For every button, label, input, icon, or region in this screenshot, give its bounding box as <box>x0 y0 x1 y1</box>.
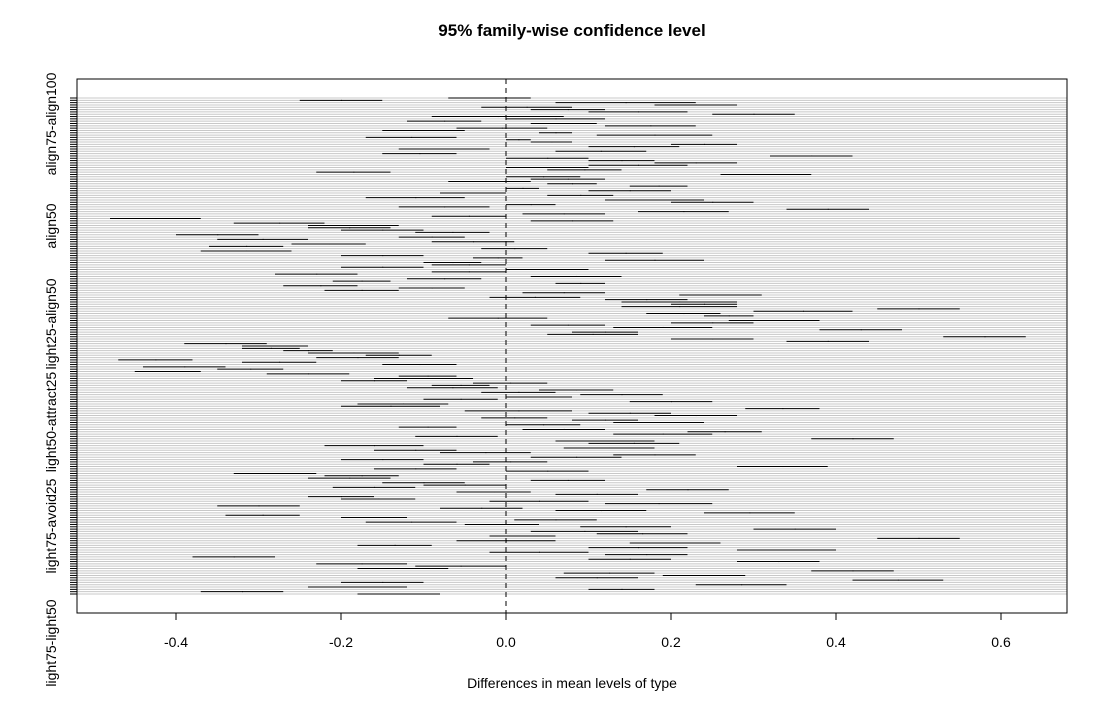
x-tick-label: 0.6 <box>991 634 1011 650</box>
y-tick-label: light75-light50 <box>43 599 59 686</box>
x-tick-label: 0.2 <box>661 634 681 650</box>
y-tick-label: align75-align100 <box>43 72 59 175</box>
x-axis: -0.4 -0.2 0.0 0.2 0.4 0.6 <box>164 613 1011 650</box>
y-tick-label: align50 <box>43 203 59 248</box>
y-tick-label: light75-avoid25 <box>43 478 59 573</box>
interval-layer <box>110 97 1026 595</box>
y-tick-label: light25-align50 <box>43 278 59 369</box>
x-tick-label: -0.4 <box>164 634 188 650</box>
chart-title: 95% family-wise confidence level <box>438 21 705 40</box>
x-axis-label: Differences in mean levels of type <box>467 675 677 691</box>
y-axis: align75-align100 align50 light25-align50 li… <box>43 72 77 687</box>
x-tick-label: 0.4 <box>826 634 846 650</box>
x-tick-label: -0.2 <box>329 634 353 650</box>
x-tick-label: 0.0 <box>496 634 516 650</box>
y-tick-label: light50-attract25 <box>43 372 59 473</box>
